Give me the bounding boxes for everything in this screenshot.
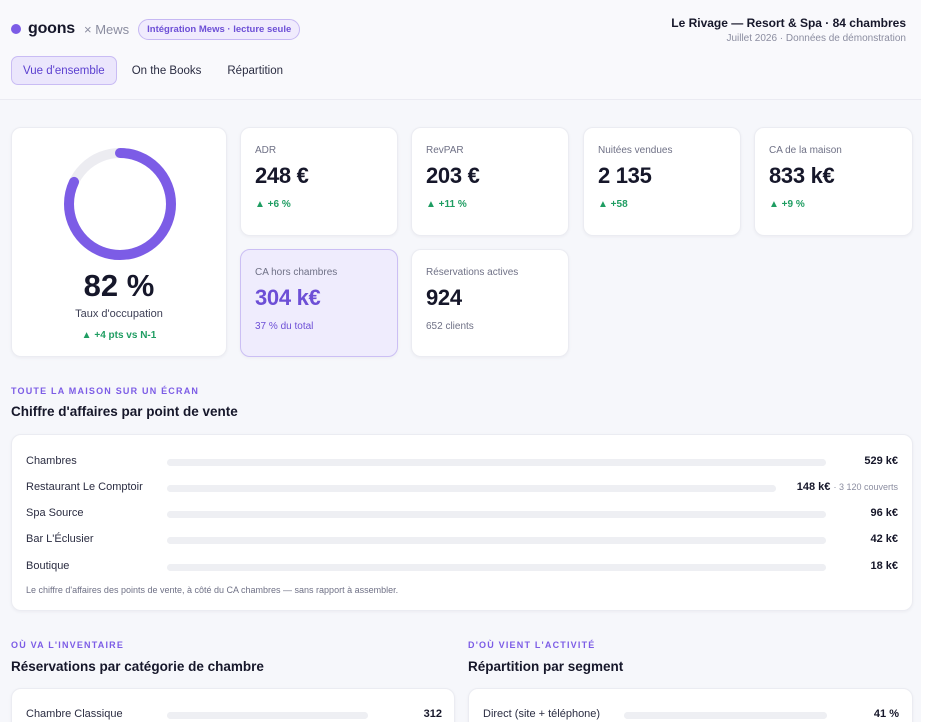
- bar-row: Spa Source 96 k€: [26, 507, 898, 521]
- tab-bar: Vue d'ensemble On the Books Répartition: [11, 56, 298, 85]
- bar-label: Restaurant Le Comptoir: [26, 481, 143, 493]
- brand-dot-icon: [11, 24, 21, 34]
- kpi-value: 833 k€: [769, 163, 835, 188]
- bar-fill: [167, 511, 826, 518]
- bar-row: Boutique 18 k€: [26, 560, 898, 574]
- bar-track: [167, 564, 826, 571]
- bar-value: 148 k€ · 3 120 couverts: [797, 481, 898, 493]
- kpi-delta: ▲ +11 %: [426, 199, 467, 210]
- kpi-card-active-bookings: Réservations actives 924 652 clients: [411, 249, 569, 357]
- tab-breakdown[interactable]: Répartition: [227, 64, 283, 77]
- bookings-by-room-category-card: Chambre Classique 312: [11, 688, 455, 722]
- bar-fill: [167, 485, 776, 492]
- section-eyebrow: TOUTE LA MAISON SUR UN ÉCRAN: [11, 386, 200, 396]
- kpi-card-revpar: RevPAR 203 € ▲ +11 %: [411, 127, 569, 236]
- kpi-value: 924: [426, 285, 462, 310]
- tab-overview[interactable]: Vue d'ensemble: [11, 56, 117, 85]
- bar-value-note: · 3 120 couverts: [833, 482, 898, 492]
- occupancy-delta: ▲ +4 pts vs N-1: [81, 330, 157, 341]
- section-title: Répartition par segment: [468, 659, 624, 674]
- kpi-card-adr: ADR 248 € ▲ +6 %: [240, 127, 398, 236]
- bar-track: [167, 511, 826, 518]
- kpi-value: 248 €: [255, 163, 309, 188]
- kpi-label: Nuitées vendues: [598, 145, 673, 156]
- bar-value: 42 k€: [870, 533, 898, 545]
- kpi-sub: 37 % du total: [255, 321, 314, 332]
- bar-fill: [167, 564, 826, 571]
- section-eyebrow: OÙ VA L'INVENTAIRE: [11, 640, 125, 650]
- property-period: Juillet 2026 · Données de démonstration: [726, 33, 906, 44]
- brand: goons × Mews Intégration Mews · lecture …: [11, 18, 301, 40]
- bar-track: [624, 712, 827, 719]
- bar-fill: [624, 712, 827, 719]
- window-edge: [921, 0, 927, 722]
- bar-track: [167, 712, 368, 719]
- kpi-card-house-revenue: CA de la maison 833 k€ ▲ +9 %: [754, 127, 913, 236]
- donut-fill: [64, 148, 176, 260]
- bar-row: Chambres 529 k€: [26, 455, 898, 469]
- section-title: Réservations par catégorie de chambre: [11, 659, 264, 674]
- bar-fill: [167, 537, 826, 544]
- bar-track: [167, 485, 776, 492]
- kpi-delta: ▲ +6 %: [255, 199, 291, 210]
- kpi-value: 2 135: [598, 163, 652, 188]
- bar-label: Direct (site + téléphone): [483, 708, 601, 720]
- partner-name: × Mews: [84, 21, 130, 37]
- property-name: Le Rivage — Resort & Spa · 84 chambres: [671, 16, 906, 30]
- kpi-card-non-room-revenue: CA hors chambres 304 k€ 37 % du total: [240, 249, 398, 357]
- bar-label: Bar L'Éclusier: [26, 533, 94, 545]
- bar-value: 312: [423, 708, 442, 720]
- integration-badge: Intégration Mews · lecture seule: [138, 18, 301, 40]
- bar-value: 18 k€: [870, 560, 898, 572]
- kpi-sub: 652 clients: [426, 321, 474, 332]
- occupancy-card: 82 % Taux d'occupation ▲ +4 pts vs N-1: [11, 127, 227, 357]
- kpi-delta: ▲ +9 %: [769, 199, 805, 210]
- section-eyebrow: D'OÙ VIENT L'ACTIVITÉ: [468, 640, 596, 650]
- bar-value-amount: 148 k€: [796, 481, 831, 493]
- occupancy-value: 82 %: [83, 268, 155, 303]
- property-info: Le Rivage — Resort & Spa · 84 chambres J…: [671, 16, 906, 44]
- bar-track: [167, 537, 826, 544]
- bar-track: [167, 459, 826, 466]
- occupancy-label: Taux d'occupation: [75, 308, 163, 320]
- kpi-label: CA hors chambres: [255, 267, 338, 278]
- bar-label: Boutique: [26, 560, 70, 572]
- kpi-label: CA de la maison: [769, 145, 842, 156]
- kpi-delta: ▲ +58: [598, 199, 628, 210]
- revenue-footnote: Le chiffre d'affaires des points de vent…: [26, 585, 399, 595]
- bar-row: Chambre Classique 312: [26, 708, 442, 722]
- bar-row: Restaurant Le Comptoir 148 k€ · 3 120 co…: [26, 481, 898, 495]
- kpi-value: 203 €: [426, 163, 480, 188]
- bar-label: Chambres: [26, 455, 77, 467]
- kpi-label: Réservations actives: [426, 267, 519, 278]
- section-title: Chiffre d'affaires par point de vente: [11, 404, 238, 419]
- bar-fill: [167, 459, 826, 466]
- bar-fill: [167, 712, 368, 719]
- bar-row: Direct (site + téléphone) 41 %: [483, 708, 899, 722]
- top-bar: goons × Mews Intégration Mews · lecture …: [0, 0, 921, 100]
- bar-value: 96 k€: [870, 507, 898, 519]
- brand-name: goons: [28, 20, 75, 37]
- kpi-label: ADR: [255, 145, 277, 156]
- kpi-card-nights: Nuitées vendues 2 135 ▲ +58: [583, 127, 741, 236]
- tab-on-the-books[interactable]: On the Books: [131, 64, 202, 77]
- kpi-label: RevPAR: [426, 145, 464, 156]
- bar-value: 41 %: [873, 708, 899, 720]
- occupancy-donut: [64, 148, 176, 260]
- segment-breakdown-card: Direct (site + téléphone) 41 %: [468, 688, 913, 722]
- bar-row: Bar L'Éclusier 42 k€: [26, 533, 898, 547]
- bar-label: Chambre Classique: [26, 708, 123, 720]
- bar-label: Spa Source: [26, 507, 84, 519]
- kpi-value: 304 k€: [255, 285, 321, 310]
- revenue-by-outlet-card: Chambres 529 k€ Restaurant Le Comptoir 1…: [11, 434, 913, 611]
- bar-value: 529 k€: [864, 455, 898, 467]
